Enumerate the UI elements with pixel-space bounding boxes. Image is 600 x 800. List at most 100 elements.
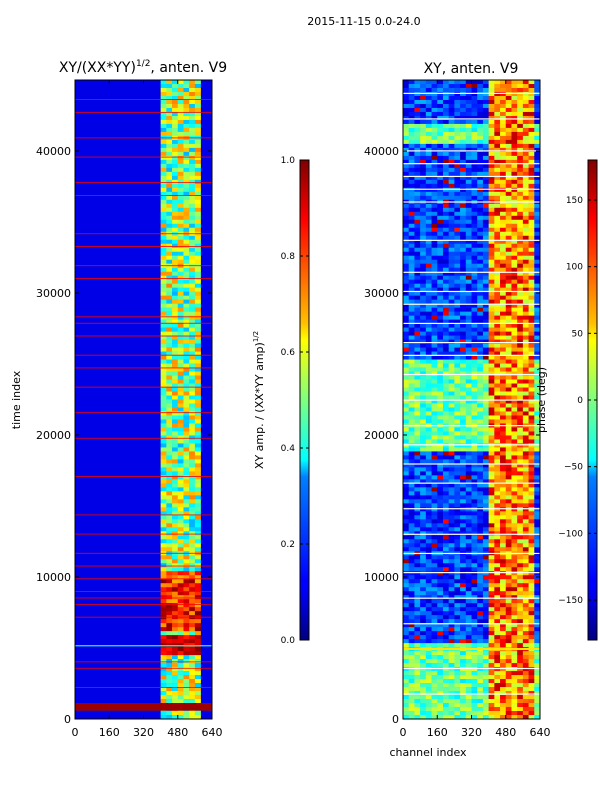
right-heatmap-cell <box>437 271 444 276</box>
right-heatmap-cell <box>448 379 455 384</box>
right-heatmap-cell <box>414 695 421 700</box>
right-heatmap-cell <box>442 579 449 584</box>
left-heatmap-cell <box>183 479 190 484</box>
right-heatmap-cell <box>477 579 484 584</box>
right-heatmap-cell <box>522 127 529 133</box>
right-heatmap-cell <box>482 483 489 488</box>
right-heatmap-cell <box>448 499 455 504</box>
right-heatmap-cell <box>454 135 461 141</box>
right-heatmap-cell <box>431 595 438 600</box>
right-heatmap-cell <box>465 235 472 241</box>
right-heatmap-cell <box>522 167 529 173</box>
right-heatmap-cell <box>528 151 535 157</box>
left-heatmap-cell <box>160 255 167 261</box>
right-heatmap-cell <box>488 455 495 460</box>
right-heatmap-cell <box>442 339 449 344</box>
right-heatmap-cell <box>494 119 501 125</box>
left-heatmap-cell <box>160 227 167 233</box>
right-heatmap-cell <box>494 315 501 320</box>
right-heatmap-cell <box>505 687 512 692</box>
right-heatmap-cell <box>437 151 444 157</box>
right-heatmap-cell <box>534 599 541 604</box>
right-heatmap-cell <box>517 471 524 476</box>
right-heatmap-cell <box>488 235 495 241</box>
right-heatmap-cell <box>448 143 455 149</box>
right-heatmap-cell <box>414 123 421 129</box>
right-heatmap-cell <box>465 383 472 388</box>
right-heatmap-cell <box>454 171 461 177</box>
right-heatmap-cell <box>534 655 541 660</box>
right-heatmap-cell <box>528 659 535 664</box>
right-heatmap-cell <box>420 471 427 476</box>
right-heatmap-cell <box>420 439 427 444</box>
right-heatmap-cell <box>431 651 438 656</box>
right-heatmap-cell <box>460 111 467 117</box>
right-heatmap-cell <box>471 111 478 117</box>
right-heatmap-cell <box>454 99 461 105</box>
right-heatmap-cell <box>408 671 415 676</box>
right-heatmap-cell <box>442 327 449 332</box>
right-heatmap-cell <box>505 315 512 320</box>
right-heatmap-cell <box>448 543 455 548</box>
left-heatmap-cell <box>189 339 196 344</box>
right-heatmap-cell <box>442 687 449 692</box>
right-heatmap-cell <box>431 707 438 712</box>
right-heatmap-cell <box>414 607 421 612</box>
left-heatmap-cell <box>172 387 179 392</box>
right-heatmap-cell <box>500 115 507 121</box>
right-heatmap-cell <box>482 471 489 476</box>
right-heatmap-cell <box>505 479 512 484</box>
right-heatmap-cell <box>442 671 449 676</box>
right-heatmap-cell <box>403 251 410 257</box>
right-heatmap-cell <box>408 611 415 616</box>
right-heatmap-cell <box>425 699 432 704</box>
right-heatmap-cell <box>522 687 529 692</box>
right-heatmap-cell <box>454 683 461 688</box>
right-heatmap-cell <box>420 483 427 488</box>
right-heatmap-cell <box>414 283 421 288</box>
right-heatmap-cell <box>465 207 472 213</box>
right-heatmap-cell <box>437 263 444 268</box>
left-heatmap-cell <box>160 487 167 492</box>
right-heatmap-cell <box>517 115 524 121</box>
y-tick-label: 0 <box>64 713 71 726</box>
right-heatmap-cell <box>494 459 501 464</box>
right-heatmap-cell <box>517 559 524 564</box>
right-heatmap-cell <box>494 611 501 616</box>
right-heatmap-cell <box>425 263 432 268</box>
right-heatmap-cell <box>454 475 461 480</box>
left-heatmap-cell <box>172 367 179 372</box>
left-heatmap-cell <box>160 655 167 660</box>
right-heatmap-cell <box>460 695 467 700</box>
right-heatmap-cell <box>403 547 410 552</box>
left-heatmap-cell <box>172 659 179 664</box>
left-heatmap-cell <box>166 107 173 113</box>
right-heatmap-cell <box>420 411 427 416</box>
right-heatmap-cell <box>488 271 495 276</box>
right-heatmap-cell <box>448 399 455 404</box>
right-heatmap-cell <box>511 187 518 193</box>
left-heatmap-cell <box>189 379 196 384</box>
right-heatmap-cell <box>437 307 444 312</box>
left-heatmap-cell <box>194 631 201 636</box>
right-heatmap-cell <box>488 507 495 512</box>
right-heatmap-cell <box>403 259 410 265</box>
left-heatmap-cell <box>166 527 173 532</box>
right-heatmap-cell <box>403 187 410 193</box>
right-heatmap-cell <box>505 103 512 109</box>
right-heatmap-cell <box>465 495 472 500</box>
right-heatmap-cell <box>414 139 421 145</box>
right-heatmap-cell <box>494 295 501 300</box>
right-heatmap-cell <box>494 539 501 544</box>
right-heatmap-cell <box>477 191 484 197</box>
right-heatmap-cell <box>505 635 512 640</box>
right-heatmap-cell <box>488 227 495 233</box>
right-heatmap-cell <box>488 231 495 237</box>
right-heatmap-cell <box>454 623 461 628</box>
right-heatmap-cell <box>454 651 461 656</box>
right-heatmap-cell <box>477 511 484 516</box>
left-heatmap-cell <box>183 167 190 173</box>
right-heatmap-cell <box>488 103 495 109</box>
right-heatmap-cell <box>517 483 524 488</box>
